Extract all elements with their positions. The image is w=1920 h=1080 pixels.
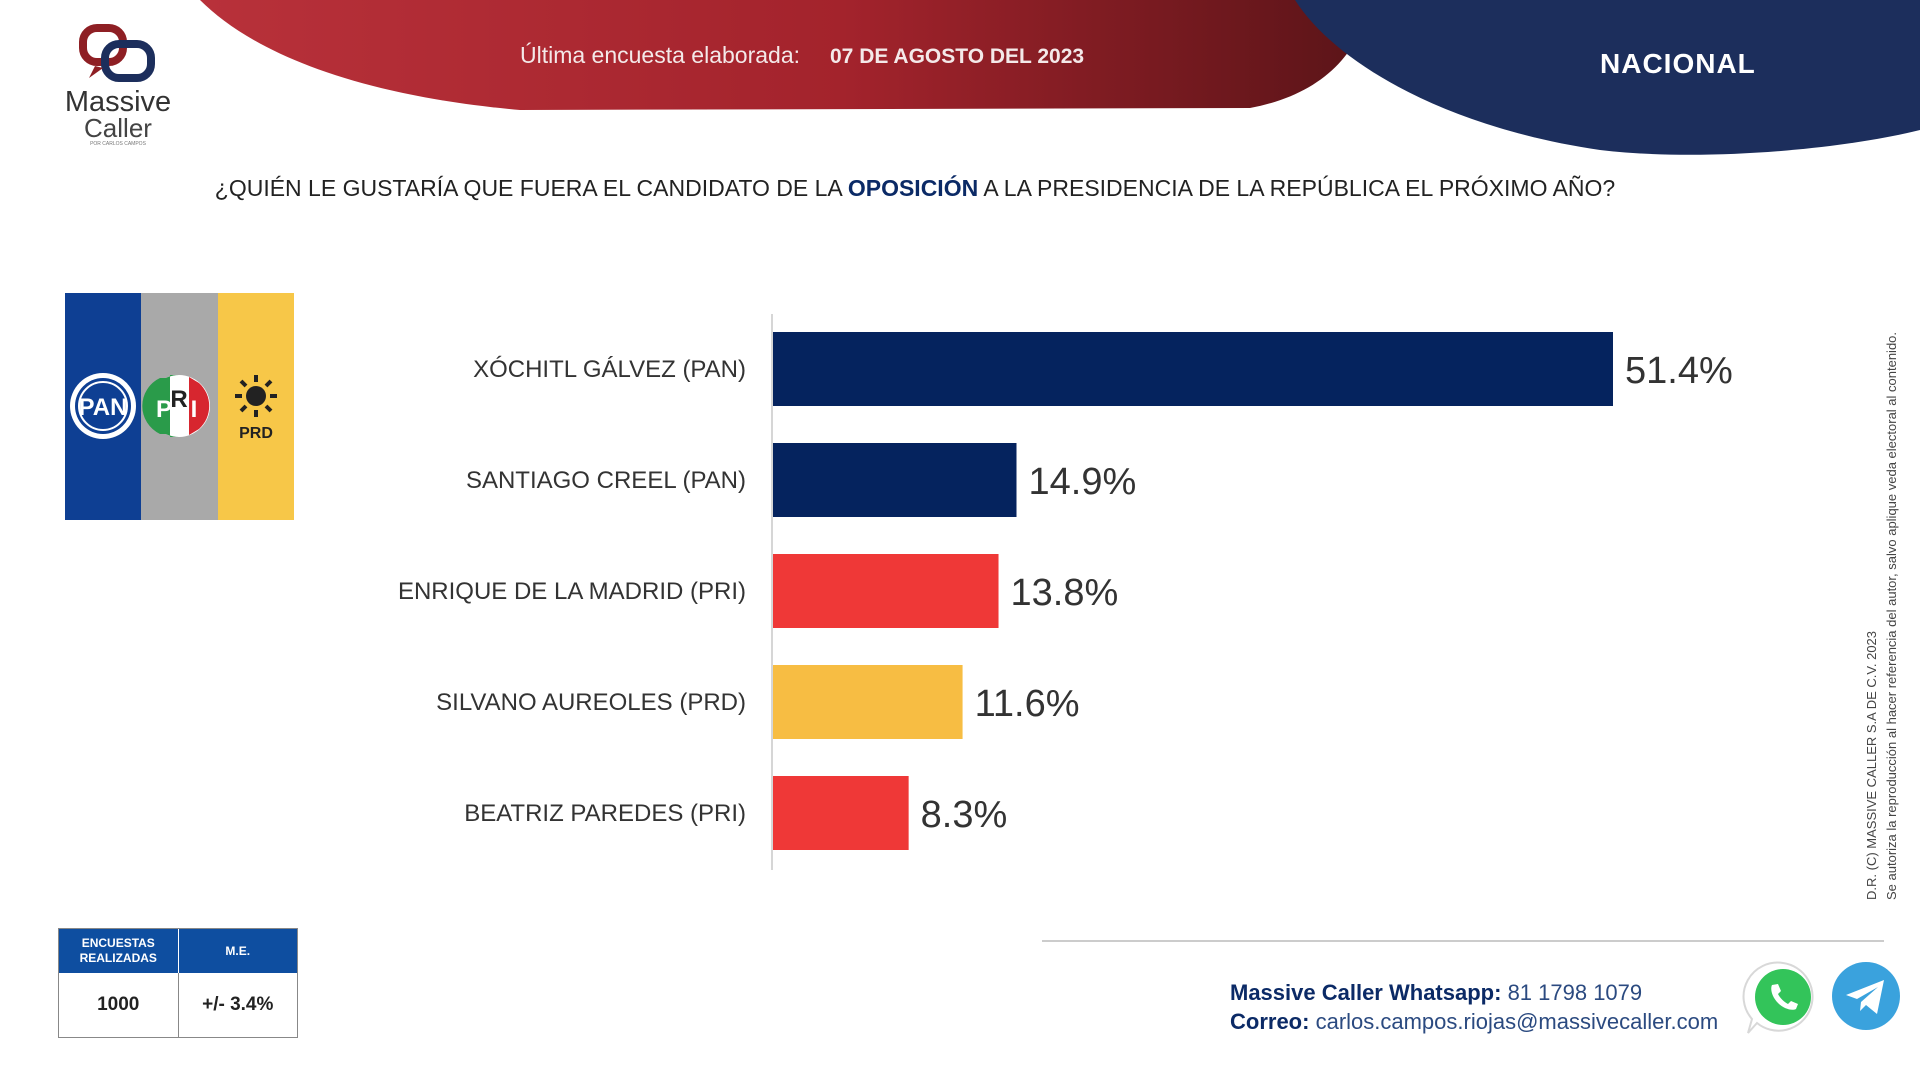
- whatsapp-icon[interactable]: [1742, 957, 1824, 1039]
- question-highlight: OPOSICIÓN: [847, 175, 979, 201]
- email-address[interactable]: carlos.campos.riojas@massivecaller.com: [1315, 1009, 1719, 1034]
- question-text-after: A LA PRESIDENCIA DE LA REPÚBLICA EL PRÓX…: [978, 175, 1616, 201]
- question-text-before: ¿QUIÉN LE GUSTARÍA QUE FUERA EL CANDIDAT…: [214, 175, 848, 201]
- pri-logo-letter-p: P: [156, 396, 172, 423]
- pan-logo-text: PAN: [79, 394, 128, 421]
- contact-info: Massive Caller Whatsapp: 81 1798 1079 Co…: [1230, 978, 1718, 1036]
- footer-divider: [1042, 940, 1884, 942]
- massive-caller-logo: Massive Caller POR CARLOS CAMPOS: [58, 22, 178, 152]
- copyright-notice: D.R. (C) MASSIVE CALLER S.A DE C.V. 2023…: [1862, 210, 1920, 900]
- logo-mark-icon: [79, 24, 155, 82]
- brand-name-line1: Massive: [64, 86, 172, 118]
- surveys-value: 1000: [59, 973, 179, 1037]
- prd-logo-icon: PRD: [235, 375, 277, 442]
- brand-name-line2: Caller: [84, 113, 152, 143]
- coalition-flag: PAN P R I PRD: [65, 293, 294, 520]
- whatsapp-label: Massive Caller Whatsapp:: [1230, 980, 1502, 1005]
- email-label: Correo:: [1230, 1009, 1310, 1034]
- prd-stripe: [218, 293, 294, 520]
- telegram-icon[interactable]: [1830, 960, 1902, 1032]
- whatsapp-number[interactable]: 81 1798 1079: [1507, 980, 1643, 1005]
- copyright-line: D.R. (C) MASSIVE CALLER S.A DE C.V. 2023: [1864, 630, 1879, 900]
- survey-date: 07 DE AGOSTO DEL 2023: [830, 45, 1085, 68]
- prd-logo-text: PRD: [239, 425, 273, 442]
- moe-header: M.E.: [225, 943, 251, 958]
- reproduction-notice: Se autoriza la reproducción al hacer ref…: [1884, 331, 1899, 900]
- survey-question: ¿QUIÉN LE GUSTARÍA QUE FUERA EL CANDIDAT…: [0, 175, 1830, 202]
- moe-value: +/- 3.4%: [202, 994, 274, 1015]
- red-header-arc: [200, 0, 1370, 110]
- pri-logo-letter-r: R: [170, 386, 187, 413]
- pan-logo-icon: PAN: [70, 373, 136, 439]
- survey-stats-table: ENCUESTAS REALIZADAS M.E. 1000 +/- 3.4%: [58, 928, 298, 1038]
- survey-date-label: Última encuesta elaborada:: [520, 42, 800, 68]
- brand-tagline: POR CARLOS CAMPOS: [90, 141, 146, 147]
- navy-header-arc: [1295, 0, 1920, 155]
- pri-logo-letter-i: I: [191, 396, 198, 423]
- surveys-header: ENCUESTAS REALIZADAS: [59, 929, 179, 973]
- pri-logo-icon: P R I: [142, 375, 210, 437]
- region-title: NACIONAL: [1600, 48, 1756, 79]
